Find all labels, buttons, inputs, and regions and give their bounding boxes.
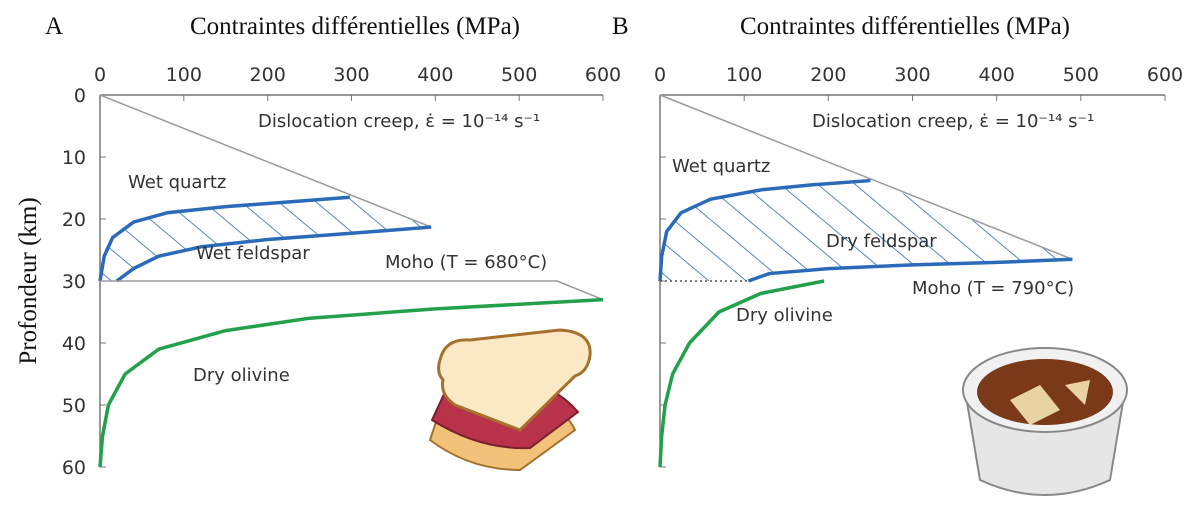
x-tick-label: 200 [810, 64, 846, 86]
series-line [100, 280, 604, 301]
x-tick-label: 100 [726, 64, 762, 86]
series-line [99, 94, 432, 228]
x-tick-label: 100 [166, 64, 202, 86]
series-label: Wet quartz [128, 172, 226, 193]
y-tick-label: 50 [62, 395, 86, 417]
annotation: Dislocation creep, ε̇ = 10⁻¹⁴ s⁻¹ [258, 111, 540, 132]
x-axis-title: Contraintes différentielles (MPa) [740, 13, 1070, 40]
panel-letter: B [612, 13, 629, 40]
series-label: Dry feldspar [826, 231, 937, 252]
x-tick-label: 300 [894, 64, 930, 86]
y-tick-label: 20 [62, 209, 86, 231]
x-tick-label: 200 [250, 64, 286, 86]
panel-letter: A [45, 13, 63, 40]
series-line [747, 257, 1073, 283]
series-label: Wet feldspar [196, 243, 310, 264]
x-tick-label: 500 [1063, 64, 1099, 86]
y-tick-label: 40 [62, 333, 86, 355]
y-tick-label: 30 [62, 271, 86, 293]
series-label: Dry olivine [736, 305, 833, 326]
series-label: Moho (T = 790°C) [912, 278, 1074, 299]
series-line [98, 195, 350, 282]
x-tick-label: 0 [654, 64, 666, 86]
x-tick-label: 600 [1147, 64, 1183, 86]
x-tick-label: 400 [979, 64, 1015, 86]
series-line [98, 297, 604, 468]
hatch-field [660, 180, 1073, 281]
y-tick-label: 60 [62, 457, 86, 479]
y-axis-title: Profondeur (km) [15, 197, 42, 364]
x-tick-label: 400 [417, 64, 453, 86]
x-tick-label: 300 [333, 64, 369, 86]
annotation: Dislocation creep, ε̇ = 10⁻¹⁴ s⁻¹ [812, 111, 1094, 132]
series-line [658, 279, 825, 468]
series-line [659, 94, 1073, 260]
y-tick-label: 0 [74, 85, 86, 107]
x-axis-title: Contraintes différentielles (MPa) [190, 13, 520, 40]
series-label: Dry olivine [193, 365, 290, 386]
ramekin-illustration [962, 347, 1128, 496]
x-tick-label: 500 [501, 64, 537, 86]
panel: A Contraintes différentielles (MPa) Profon… [15, 13, 621, 479]
series-label: Moho (T = 680°C) [385, 252, 547, 273]
series-line [658, 178, 871, 282]
x-tick-label: 600 [585, 64, 621, 86]
sandwich-illustration [428, 328, 592, 472]
x-tick-label: 0 [94, 64, 106, 86]
y-tick-label: 10 [62, 147, 86, 169]
panel: B Contraintes différentielles (MPa) 0 100 20… [612, 13, 1183, 468]
series-label: Wet quartz [672, 156, 770, 177]
series-line [115, 225, 432, 283]
